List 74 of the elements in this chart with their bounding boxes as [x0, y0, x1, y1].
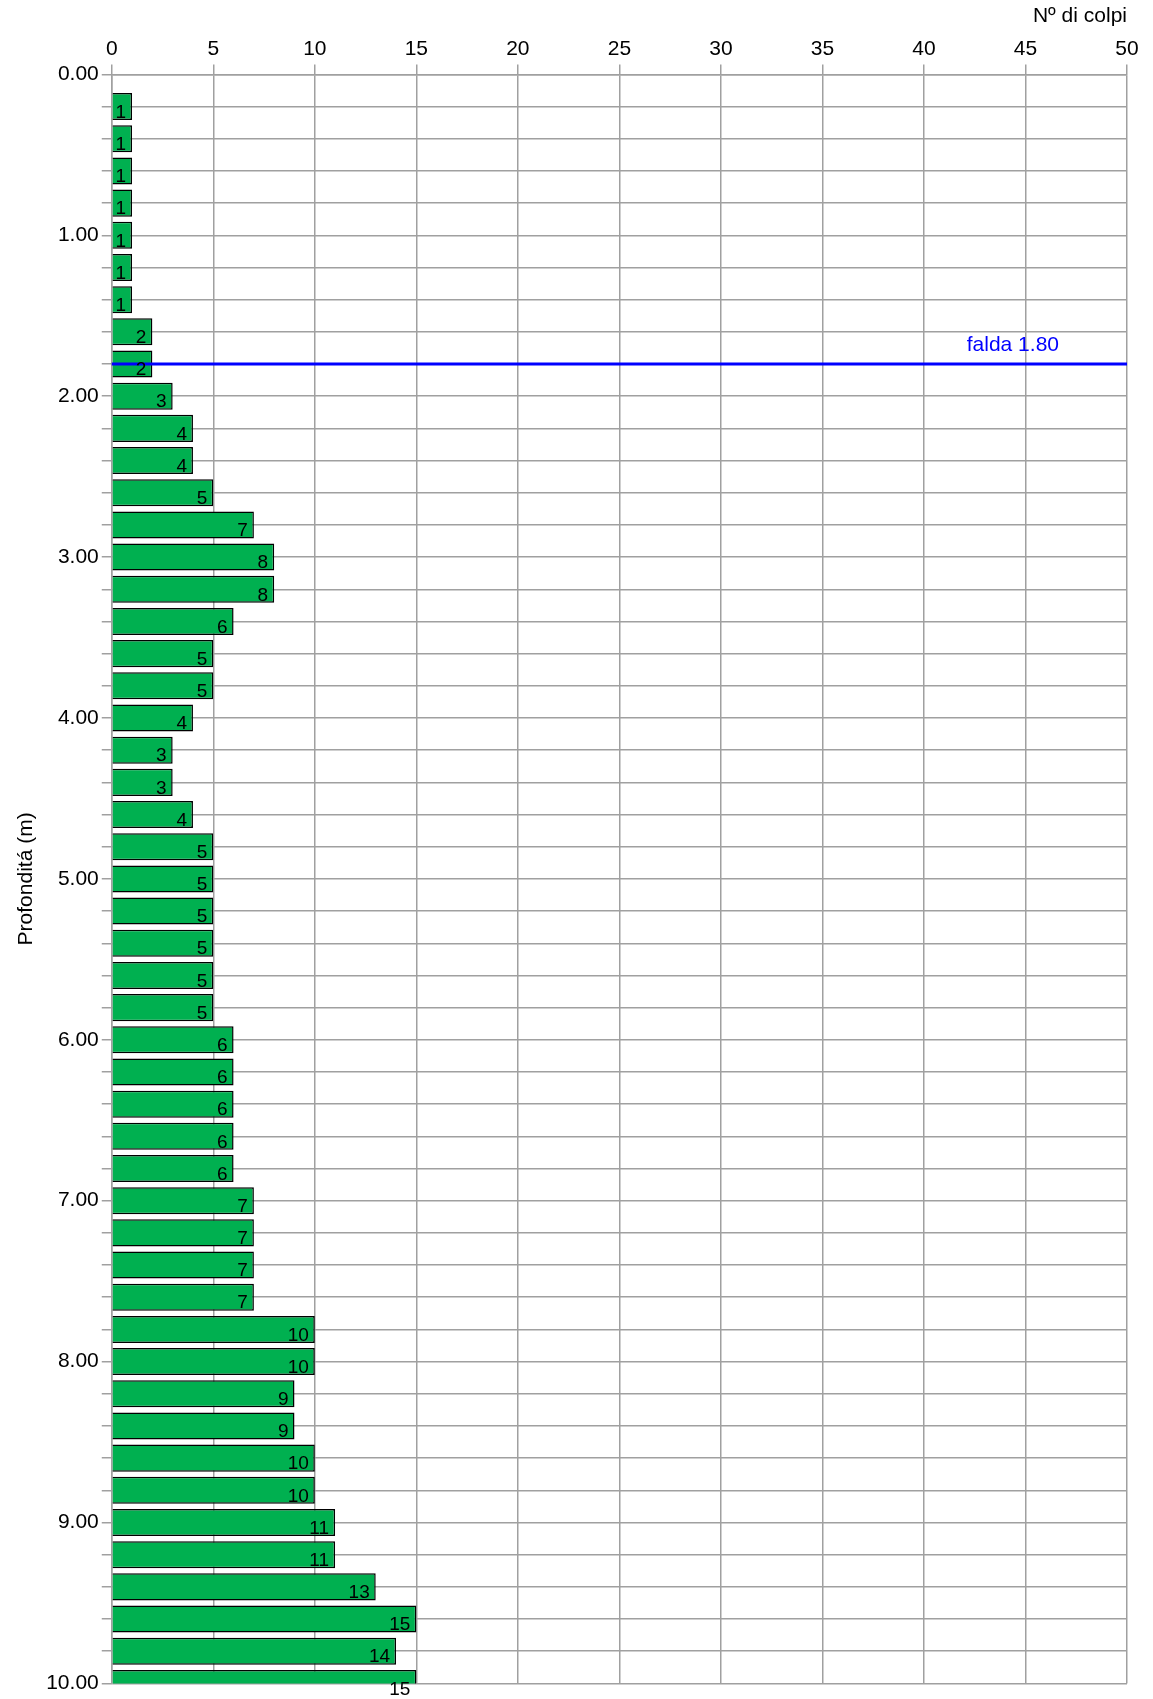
data-label: 6 — [217, 1162, 228, 1184]
data-label: 9 — [277, 1388, 289, 1410]
data-label: 14 — [368, 1645, 391, 1667]
data-label: 15 — [389, 1677, 411, 1699]
data-label: 1 — [115, 132, 127, 154]
y-tick-label: 1.00 — [57, 222, 99, 246]
data-label: 9 — [277, 1420, 289, 1442]
data-label: 1 — [115, 165, 127, 187]
data-label: 2 — [135, 326, 147, 348]
x-tick-label: 5 — [207, 35, 220, 59]
ref-line-label: falda 1.80 — [966, 332, 1059, 356]
data-label: 7 — [237, 1259, 248, 1281]
data-label: 8 — [257, 551, 269, 573]
x-tick-label: 40 — [912, 35, 936, 59]
data-label: 1 — [115, 261, 127, 283]
data-label: 7 — [237, 1291, 248, 1313]
data-label: 7 — [237, 1227, 248, 1249]
y-tick-label: 3.00 — [57, 543, 99, 567]
data-label: 4 — [176, 422, 188, 444]
data-label: 10 — [287, 1484, 309, 1506]
data-label: 6 — [217, 1098, 228, 1120]
data-label: 5 — [196, 840, 208, 862]
y-tick-label: 9.00 — [57, 1509, 99, 1533]
data-label: 6 — [217, 615, 228, 637]
data-label: 10 — [287, 1452, 309, 1474]
data-label: 4 — [176, 454, 188, 476]
x-tick-label: 15 — [404, 35, 429, 59]
x-axis-title: Nº di colpi — [1032, 3, 1127, 27]
data-label: 6 — [217, 1066, 228, 1088]
y-tick-label: 10.00 — [46, 1670, 99, 1694]
data-label: 5 — [196, 905, 208, 927]
data-label: 4 — [176, 808, 188, 830]
y-tick-label: 0.00 — [57, 61, 99, 85]
data-label: 5 — [196, 937, 208, 959]
data-label: 4 — [176, 712, 188, 734]
data-label: 8 — [257, 583, 269, 605]
x-tick-label: 50 — [1115, 35, 1139, 59]
data-label: 5 — [196, 969, 208, 991]
x-tick-label: 45 — [1013, 35, 1038, 59]
data-label: 6 — [217, 1034, 228, 1056]
x-tick-label: 30 — [709, 35, 733, 59]
y-tick-label: 2.00 — [57, 383, 99, 406]
data-label: 5 — [196, 873, 208, 895]
data-label: 10 — [287, 1323, 309, 1345]
x-tick-label: 20 — [506, 35, 530, 59]
y-tick-label: 4.00 — [57, 704, 99, 728]
data-label: 3 — [156, 390, 167, 412]
data-label: 11 — [309, 1516, 330, 1538]
data-label: 13 — [348, 1581, 370, 1603]
data-label: 7 — [237, 519, 248, 541]
data-label: 1 — [115, 197, 127, 219]
y-tick-label: 6.00 — [57, 1026, 99, 1050]
data-label: 15 — [389, 1613, 411, 1635]
y-tick-label: 8.00 — [57, 1348, 99, 1372]
data-label: 1 — [115, 293, 127, 315]
data-label: 3 — [156, 744, 167, 766]
data-label: 5 — [196, 486, 208, 508]
x-tick-label: 10 — [303, 35, 327, 59]
x-tick-label: 35 — [810, 35, 835, 59]
data-label: 10 — [287, 1355, 309, 1377]
data-label: 5 — [196, 647, 208, 669]
y-tick-label: 7.00 — [57, 1187, 99, 1211]
x-tick-label: 25 — [607, 35, 632, 59]
data-label: 1 — [115, 229, 127, 251]
y-tick-label: 5.00 — [57, 865, 99, 889]
y-axis-title: Profonditá (m) — [13, 812, 37, 946]
data-label: 6 — [217, 1130, 228, 1152]
x-tick-label: 0 — [105, 35, 118, 59]
data-label: 11 — [309, 1548, 330, 1570]
data-label: 1 — [115, 100, 127, 122]
data-label: 5 — [196, 680, 208, 702]
data-label: 7 — [237, 1194, 248, 1216]
data-label: 3 — [156, 776, 167, 798]
data-label: 5 — [196, 1001, 208, 1023]
